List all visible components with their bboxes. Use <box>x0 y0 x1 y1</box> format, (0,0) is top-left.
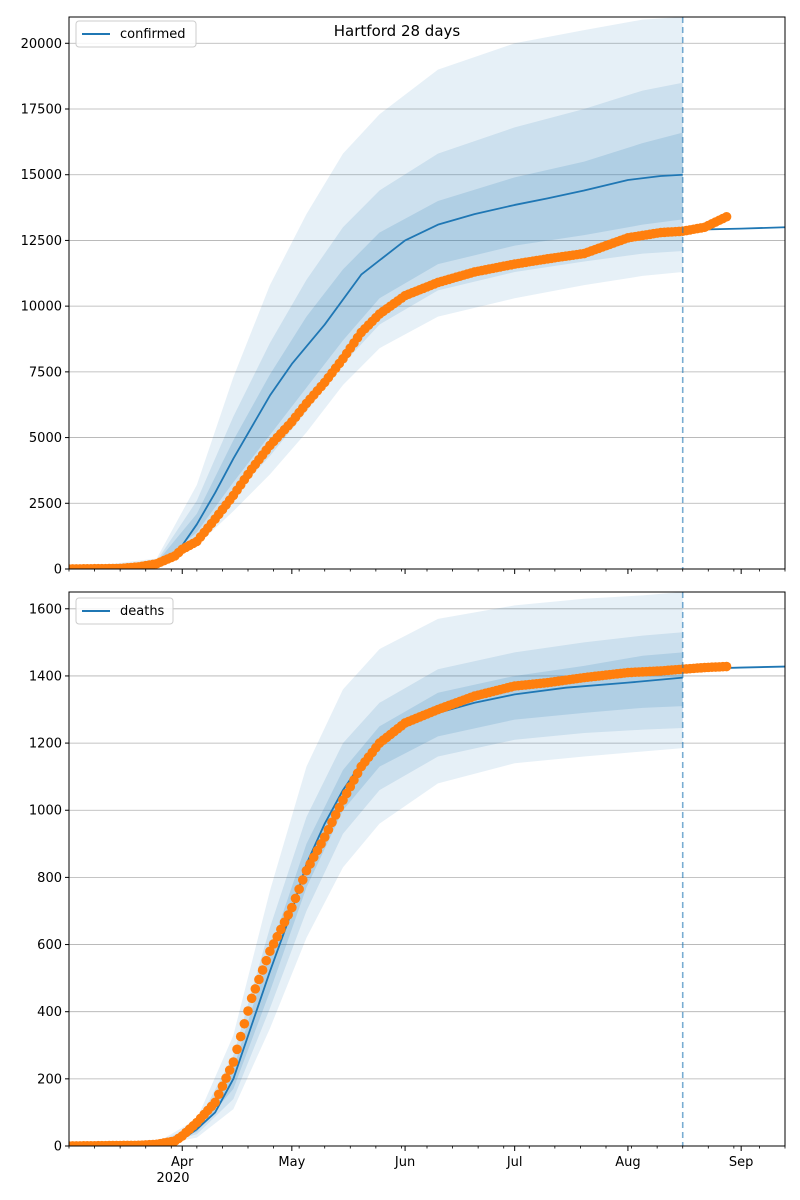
observed-point <box>257 965 268 975</box>
observed-point <box>254 974 264 985</box>
legend-label-confirmed: confirmed <box>120 27 186 42</box>
y-tick-label: 1200 <box>29 737 62 752</box>
y-tick-label: 2500 <box>29 497 62 512</box>
observed-point <box>243 1006 253 1016</box>
y-tick-label: 0 <box>54 1140 62 1155</box>
chart-title: Hartford 28 days <box>334 22 461 40</box>
y-tick-label: 7500 <box>29 365 62 380</box>
uncertainty-band-inner <box>69 132 683 569</box>
x-year-label: 2020 <box>156 1171 189 1186</box>
x-tick-label: Jul <box>506 1155 523 1170</box>
uncertainty-band-outer <box>69 17 683 569</box>
uncertainty-band-outer <box>69 592 683 1146</box>
confirmed-legend: confirmed <box>75 20 197 48</box>
observed-point <box>290 893 301 904</box>
observed-point <box>334 802 345 813</box>
observed-point <box>297 875 308 885</box>
observed-point <box>323 824 334 835</box>
observed-point <box>224 1065 235 1075</box>
deaths-grid <box>69 608 785 1147</box>
y-tick-label: 0 <box>54 563 62 578</box>
y-tick-label: 800 <box>37 871 62 886</box>
y-tick-label: 20000 <box>21 37 62 52</box>
observed-point <box>283 910 293 920</box>
x-tick-label: Aug <box>615 1155 640 1170</box>
observed-point <box>721 661 732 672</box>
confirmed-x-ticks <box>68 569 786 574</box>
observed-point <box>246 993 257 1004</box>
x-tick-label: May <box>278 1155 305 1170</box>
deaths-x-ticks: Apr May Jun Jul Aug Sep <box>68 1146 786 1170</box>
y-tick-label: 15000 <box>21 168 62 183</box>
y-tick-label: 1600 <box>29 602 62 617</box>
deaths-panel: 0 200 400 600 800 1000 1200 1400 1600 Apr May Jun J… <box>29 591 786 1186</box>
y-tick-label: 17500 <box>21 103 62 118</box>
observed-point <box>217 1081 228 1092</box>
observed-point <box>276 924 286 935</box>
observed-point <box>235 1031 246 1042</box>
y-tick-label: 5000 <box>29 431 62 446</box>
observed-point <box>294 884 304 894</box>
observed-point <box>213 1089 224 1100</box>
deaths-y-ticks: 0 200 400 600 800 1000 1200 1400 1600 <box>29 602 69 1155</box>
confirmed-y-ticks: 0 2500 5000 7500 10000 12500 15000 17500 20000 <box>21 37 69 578</box>
model-median-line <box>69 173 683 569</box>
y-tick-label: 1000 <box>29 804 62 819</box>
observed-point <box>232 1044 242 1055</box>
observed-point <box>250 984 261 994</box>
observed-point <box>327 817 337 828</box>
observed-point <box>268 939 279 949</box>
observed-point <box>721 211 732 222</box>
observed-point <box>265 946 275 957</box>
deaths-legend: deaths <box>75 597 174 625</box>
observed-point <box>228 1057 239 1067</box>
x-tick-label: Jun <box>394 1155 415 1170</box>
legend-label-deaths: deaths <box>120 604 165 619</box>
y-tick-label: 200 <box>37 1072 62 1087</box>
x-tick-label: Apr <box>171 1155 194 1170</box>
observed-point <box>319 832 330 842</box>
y-tick-label: 1400 <box>29 669 62 684</box>
y-tick-label: 600 <box>37 938 62 953</box>
confirmed-bands <box>69 17 683 569</box>
x-tick-label: Sep <box>729 1155 754 1170</box>
observed-point <box>261 955 272 966</box>
y-tick-label: 400 <box>37 1005 62 1020</box>
y-tick-label: 12500 <box>21 234 62 249</box>
uncertainty-band-middle <box>69 82 683 569</box>
observed-point <box>272 931 283 942</box>
model-median-line <box>69 676 683 1146</box>
observed-point <box>210 1097 220 1108</box>
observed-point <box>239 1018 250 1029</box>
observed-point <box>287 902 297 913</box>
confirmed-observed-points <box>69 211 732 569</box>
deaths-observed-points <box>69 661 732 1146</box>
legend-box <box>75 597 174 625</box>
observed-point <box>330 810 341 820</box>
observed-point <box>279 917 290 927</box>
y-tick-label: 10000 <box>21 300 62 315</box>
confirmed-panel: 0 2500 5000 7500 10000 12500 15000 17500 20000 H… <box>21 16 786 578</box>
legend-box <box>75 20 197 48</box>
observed-point <box>221 1073 231 1083</box>
